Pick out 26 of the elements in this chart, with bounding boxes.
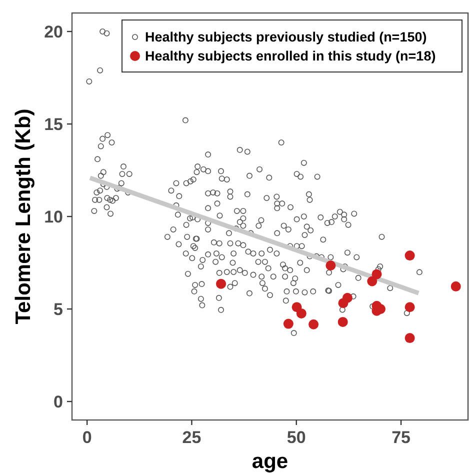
y-tick-label: 0 [54, 392, 63, 412]
legend-label: Healthy subjects enrolled in this study (n=18) [145, 48, 436, 64]
x-tick-label: 0 [82, 428, 92, 447]
x-tick-label: 50 [286, 428, 306, 447]
point [367, 276, 378, 286]
point [308, 319, 319, 330]
point [338, 298, 348, 308]
x-axis-title: age [252, 450, 288, 473]
point [283, 318, 294, 329]
y-tick-label: 5 [54, 300, 63, 319]
point [296, 308, 306, 318]
x-tick-label: 75 [392, 428, 410, 447]
point [404, 250, 415, 261]
y-tick-label: 20 [44, 22, 63, 42]
point [450, 281, 461, 292]
x-tick-label: 25 [182, 428, 202, 447]
point [404, 302, 415, 312]
y-axis-title: Telomere Length (Kb) [12, 108, 35, 324]
legend-label: Healthy subjects previously studied (n=150) [145, 30, 427, 45]
point [372, 269, 382, 280]
y-tick-label: 10 [44, 207, 63, 226]
point [326, 260, 336, 271]
point [404, 333, 415, 344]
y-tick-label: 15 [44, 114, 63, 134]
point [216, 278, 226, 289]
point [338, 316, 348, 327]
